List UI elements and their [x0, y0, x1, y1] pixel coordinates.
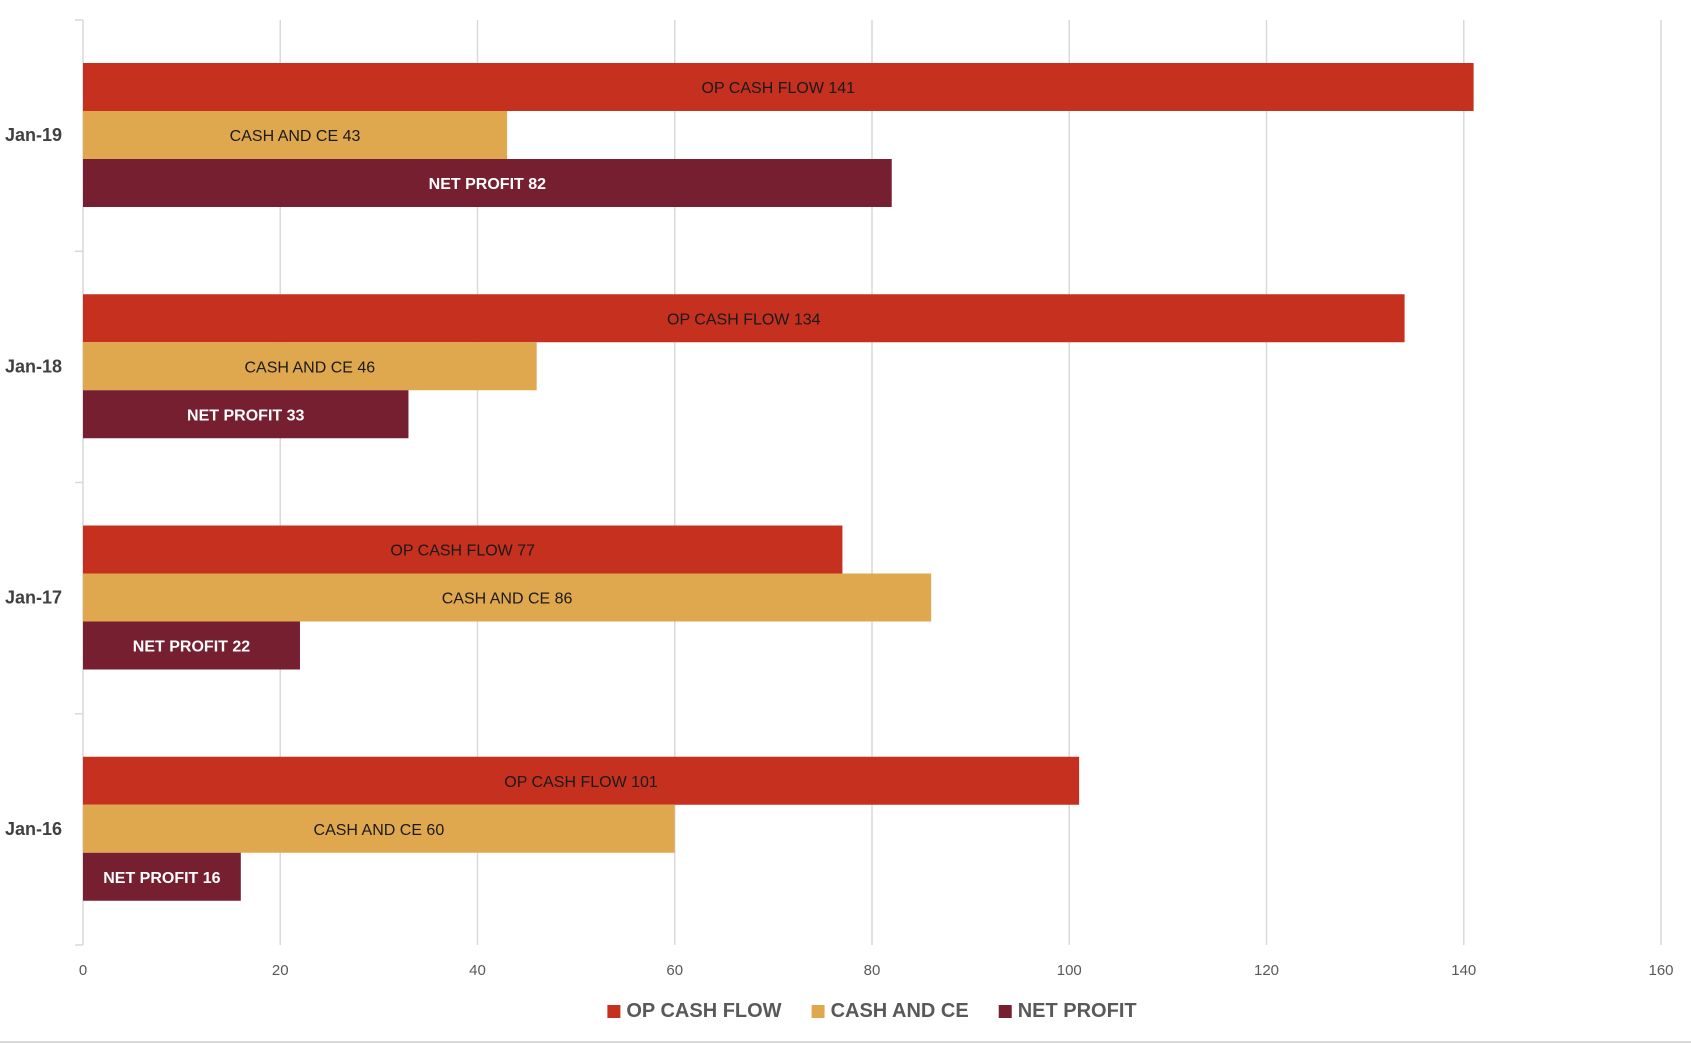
x-tick-label: 160 [1648, 962, 1673, 979]
bar-cash-and-ce [83, 111, 508, 159]
bar-data-label: CASH AND CE 60 [314, 822, 445, 839]
legend-swatch [607, 1005, 621, 1018]
legend-label: OP CASH FLOW [626, 1000, 781, 1022]
category-label: Jan-17 [5, 588, 62, 608]
bar-op-cash-flow [83, 294, 1405, 343]
x-tick-label: 60 [666, 962, 683, 979]
x-tick-label: 100 [1057, 962, 1082, 979]
x-tick-label: 80 [864, 962, 881, 979]
x-tick-label: 140 [1451, 962, 1476, 979]
bar-data-label: NET PROFIT 16 [103, 870, 220, 887]
x-tick-label: 40 [469, 962, 486, 979]
category-label: Jan-16 [5, 819, 62, 839]
bar-data-label: CASH AND CE 43 [230, 128, 361, 145]
bar-data-label: OP CASH FLOW 134 [667, 311, 821, 328]
bar-data-label: NET PROFIT 82 [429, 176, 546, 193]
legend-swatch [811, 1005, 825, 1018]
bar-data-label: OP CASH FLOW 101 [504, 774, 658, 791]
bar-data-label: OP CASH FLOW 141 [702, 80, 856, 97]
category-label: Jan-19 [5, 125, 62, 145]
x-tick-label: 0 [79, 962, 87, 979]
bar-net-profit [83, 159, 892, 207]
bar-cash-and-ce [83, 804, 675, 853]
bar-op-cash-flow [83, 525, 843, 574]
bar-data-label: CASH AND CE 86 [442, 591, 573, 608]
x-tick-label: 20 [272, 962, 289, 979]
legend-label: NET PROFIT [1018, 1000, 1137, 1022]
bar-data-label: NET PROFIT 22 [133, 639, 250, 656]
bar-op-cash-flow [83, 756, 1080, 805]
legend-swatch [998, 1005, 1012, 1018]
legend-label: CASH AND CE [831, 1000, 969, 1022]
bar-cash-and-ce [83, 342, 537, 391]
bar-data-label: NET PROFIT 33 [187, 407, 304, 424]
bar-net-profit [83, 852, 241, 901]
category-label: Jan-18 [5, 356, 62, 376]
bar-data-label: OP CASH FLOW 77 [390, 543, 535, 560]
bar-net-profit [83, 621, 300, 670]
x-tick-label: 120 [1254, 962, 1279, 979]
bar-data-label: CASH AND CE 46 [244, 359, 375, 376]
bar-op-cash-flow [83, 63, 1474, 111]
bar-cash-and-ce [83, 573, 932, 622]
bar-net-profit [83, 390, 409, 439]
